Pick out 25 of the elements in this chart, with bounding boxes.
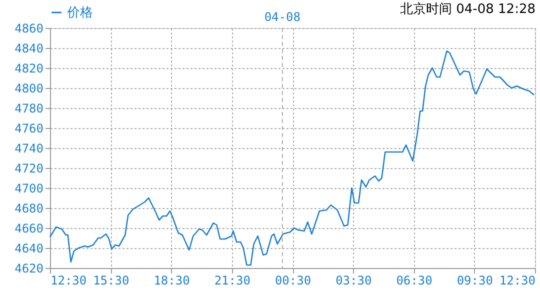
ref-line-label: 04-08 <box>264 10 300 24</box>
x-tick-label: 15:30 <box>93 274 130 288</box>
x-tick-label: 12:30 <box>499 274 536 288</box>
y-tick-label: 4800 <box>14 82 44 96</box>
y-tick-label: 4840 <box>14 42 44 56</box>
y-tick-label: 4760 <box>14 122 44 136</box>
y-tick-label: 4740 <box>14 142 44 156</box>
y-tick-label: 4820 <box>14 62 44 76</box>
x-tick-label: 12:30 <box>50 274 87 288</box>
y-tick-label: 4640 <box>14 242 44 256</box>
x-tick-label: 21:30 <box>214 274 250 288</box>
x-tick-label: 18:30 <box>154 274 190 288</box>
x-tick-label: 09:30 <box>456 274 493 288</box>
y-tick-label: 4700 <box>14 182 44 196</box>
y-tick-label: 4860 <box>14 22 44 36</box>
y-tick-label: 4660 <box>14 222 44 236</box>
x-tick-label: 00:30 <box>274 274 312 288</box>
legend-label: 价格 <box>66 6 93 20</box>
y-tick-label: 4780 <box>14 102 44 116</box>
chart-title: 北京时间 04-08 12:28 <box>400 2 536 17</box>
x-tick-label: 06:30 <box>396 274 432 288</box>
y-tick-label: 4720 <box>14 162 44 176</box>
y-tick-label: 4620 <box>14 262 44 276</box>
x-tick-label: 03:30 <box>336 274 372 288</box>
y-tick-label: 4680 <box>14 202 44 216</box>
